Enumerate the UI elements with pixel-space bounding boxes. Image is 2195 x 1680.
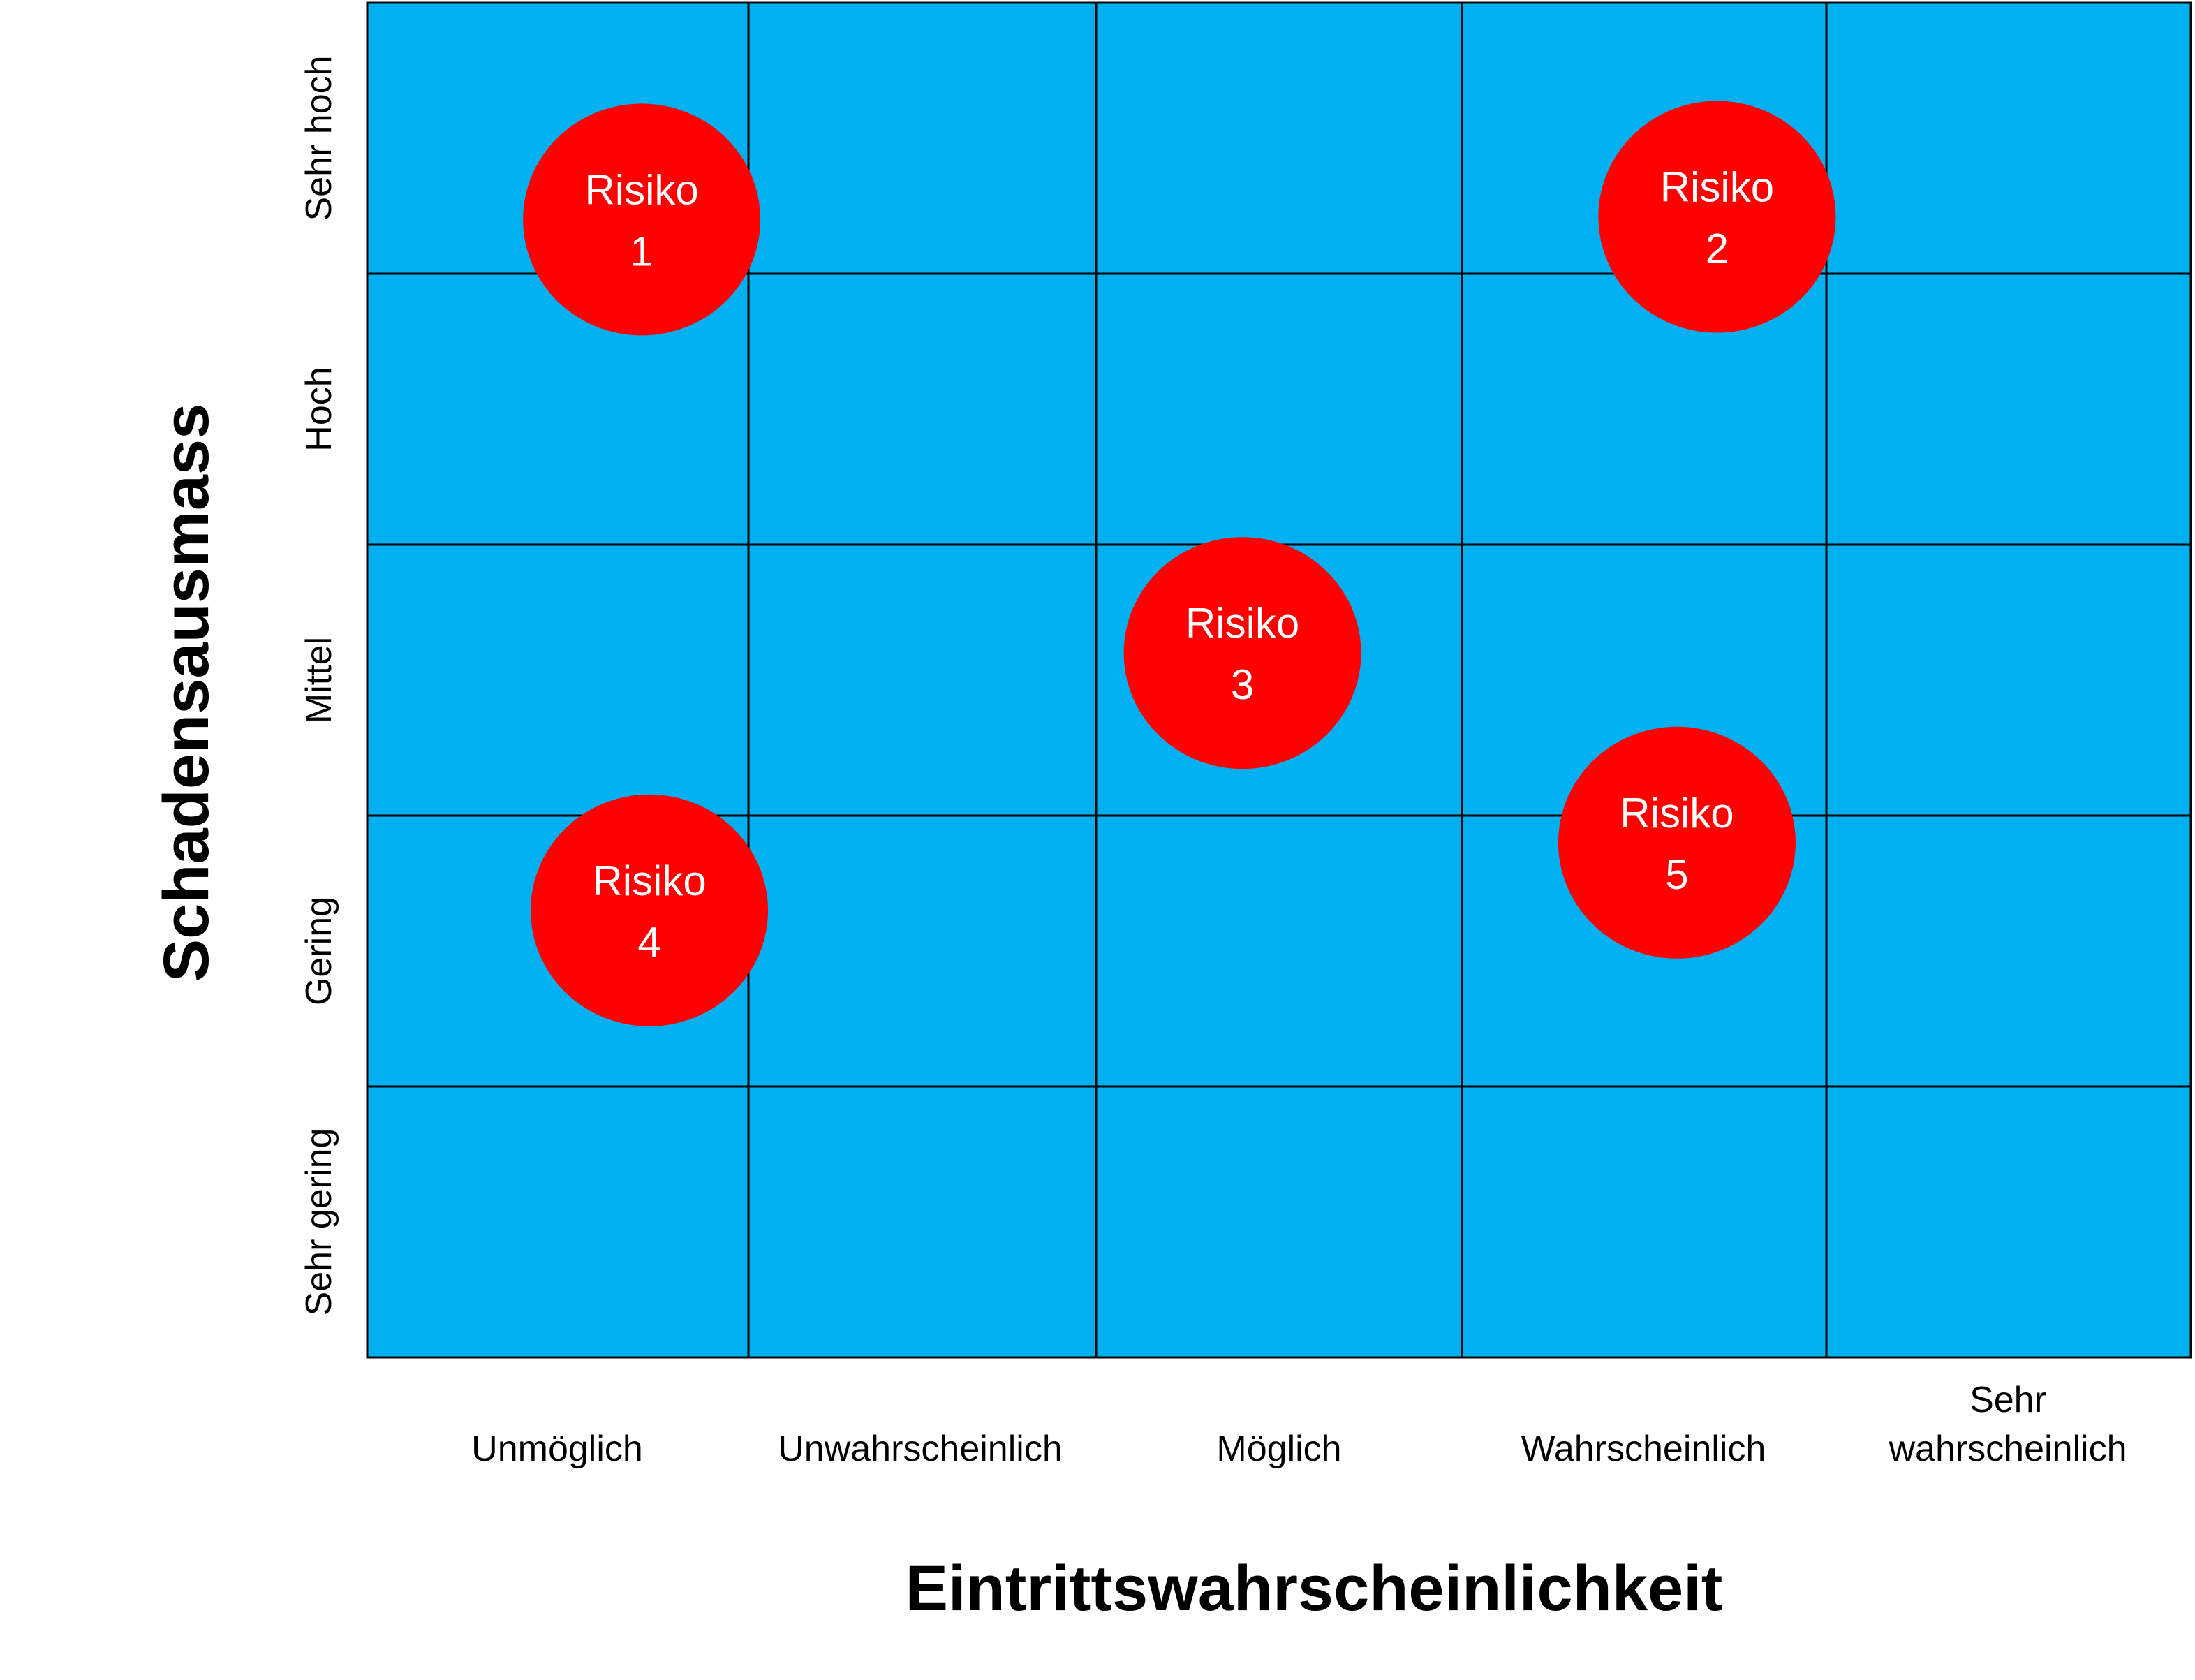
matrix-cell <box>1825 814 2192 1088</box>
y-tick-label: Hoch <box>299 367 339 451</box>
y-tick-label: Gering <box>299 897 339 1005</box>
x-tick-label-line: Unwahrscheinlich <box>778 1429 1063 1469</box>
risk-marker-2: Risiko 2 <box>1598 101 1836 333</box>
risk-label: Risiko <box>592 857 706 904</box>
matrix-cell <box>1825 543 2192 817</box>
risk-circle <box>1598 101 1836 333</box>
risk-number: 5 <box>1665 851 1688 898</box>
risk-marker-1: Risiko 1 <box>523 103 761 336</box>
risk-number: 3 <box>1231 661 1254 708</box>
matrix-cell <box>747 814 1098 1088</box>
x-axis-ticks: Unmöglich Unwahrscheinlich Möglich Wahrsche… <box>471 1380 2127 1469</box>
risk-number: 2 <box>1706 226 1729 272</box>
matrix-cell <box>1095 814 1463 1088</box>
x-tick-label: Möglich <box>1216 1429 1341 1469</box>
matrix-cell <box>1825 1 2192 275</box>
y-tick-label: Mittel <box>299 637 339 723</box>
matrix-cell <box>366 543 750 817</box>
risk-circle <box>531 794 769 1026</box>
y-axis-ticks: Sehr hoch Hoch Mittel Gering Sehr gering <box>299 55 339 1316</box>
matrix-cell <box>747 272 1098 546</box>
risk-label: Risiko <box>1660 164 1774 211</box>
x-tick-label: Unwahrscheinlich <box>778 1429 1063 1469</box>
x-tick-label-line: Unmöglich <box>471 1429 643 1469</box>
matrix-cell <box>747 1 1098 275</box>
risk-marker-4: Risiko 4 <box>531 794 769 1026</box>
risk-label: Risiko <box>1185 600 1299 647</box>
risk-circle <box>523 103 761 336</box>
x-tick-label: Sehr wahrscheinlich <box>1888 1380 2127 1469</box>
risk-circle <box>1123 537 1361 769</box>
matrix-cell <box>1095 1 1463 275</box>
x-tick-label: Unmöglich <box>471 1429 643 1469</box>
risk-markers: Risiko 1 Risiko 2 Risiko 3 Risiko 4 Risiko 5 <box>523 101 1836 1026</box>
matrix-cell <box>1095 272 1463 546</box>
risk-number: 1 <box>630 228 653 274</box>
x-tick-label-line: Sehr <box>1969 1380 2046 1420</box>
matrix-cell <box>1825 272 2192 546</box>
y-tick-label: Sehr gering <box>299 1128 339 1316</box>
x-tick-label: Wahrscheinlich <box>1521 1429 1766 1469</box>
y-tick-label: Sehr hoch <box>299 55 339 221</box>
matrix-cell <box>1095 1085 1463 1359</box>
risk-marker-5: Risiko 5 <box>1558 726 1796 959</box>
matrix-cell <box>1825 1085 2192 1359</box>
matrix-cell <box>747 543 1098 817</box>
x-axis-title: Eintrittswahrscheinlichkeit <box>906 1553 1723 1624</box>
y-axis-title: Schadensausmass <box>151 404 222 982</box>
x-tick-label-line: Wahrscheinlich <box>1521 1429 1766 1469</box>
matrix-cell <box>747 1085 1098 1359</box>
risk-marker-3: Risiko 3 <box>1123 537 1361 769</box>
matrix-cell <box>366 1085 750 1359</box>
risk-label: Risiko <box>584 166 698 213</box>
matrix-cell <box>1461 1085 1828 1359</box>
matrix-grid <box>366 1 2192 1359</box>
risk-label: Risiko <box>1620 790 1734 837</box>
x-tick-label-line: wahrscheinlich <box>1888 1429 2127 1469</box>
risk-number: 4 <box>637 919 660 966</box>
risk-circle <box>1558 726 1796 959</box>
x-tick-label-line: Möglich <box>1216 1429 1341 1469</box>
